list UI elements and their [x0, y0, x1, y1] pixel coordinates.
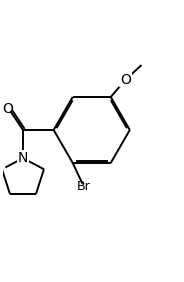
- Text: O: O: [2, 102, 13, 116]
- Text: O: O: [120, 73, 131, 87]
- Text: N: N: [18, 151, 28, 165]
- Text: Br: Br: [77, 180, 91, 193]
